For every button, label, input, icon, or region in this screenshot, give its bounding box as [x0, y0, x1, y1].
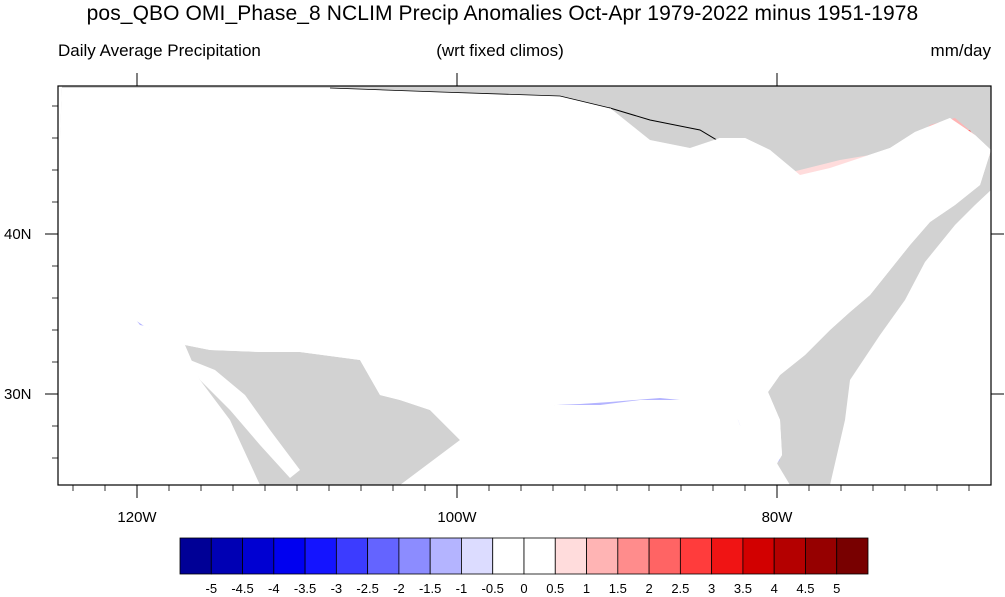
lat-label-40n: 40N — [4, 226, 32, 243]
colorbar-label: -3 — [331, 581, 343, 596]
colorbar-swatch — [679, 537, 713, 575]
colorbar-swatch — [429, 537, 462, 575]
colorbar-swatch — [711, 537, 744, 575]
colorbar-label: 0.5 — [546, 581, 564, 596]
colorbar-label: 1 — [583, 581, 590, 596]
colorbar-label: -2 — [393, 581, 405, 596]
colorbar-label: -0.5 — [482, 581, 504, 596]
lat-label-30n: 30N — [4, 386, 32, 403]
colorbar-swatch — [742, 537, 775, 575]
northern-border — [329, 87, 611, 109]
colorbar-label: -1 — [456, 581, 468, 596]
colorbar-label: -3.5 — [294, 581, 316, 596]
colorbar-swatch — [617, 537, 650, 575]
units-label: mm/day — [930, 41, 991, 60]
colorbar: -5 -4.5 -4 -3.5 -3 -2.5 -2 -1.5 -1 -0.5 0 0.5 1 1.5 2 2… — [179, 537, 869, 596]
colorbar-label: 1.5 — [609, 581, 627, 596]
colorbar-swatch — [273, 537, 306, 575]
colorbar-swatch — [179, 537, 212, 575]
lon-label-120w: 120W — [117, 509, 157, 526]
map-frame — [57, 85, 992, 486]
pacific-ocean — [58, 86, 260, 485]
colorbar-label: 5 — [833, 581, 840, 596]
colorbar-swatch — [523, 537, 556, 575]
atlantic-ocean — [830, 190, 991, 485]
colorbar-swatch — [367, 537, 400, 575]
colorbar-swatch — [836, 537, 869, 575]
colorbar-label: 0 — [520, 581, 527, 596]
colorbar-label: 2.5 — [671, 581, 689, 596]
colorbar-swatch — [586, 537, 619, 575]
colorbar-swatch — [492, 537, 525, 575]
colorbar-swatch — [398, 537, 431, 575]
colorbar-swatch — [554, 537, 587, 575]
colorbar-label: -1.5 — [419, 581, 441, 596]
colorbar-swatch — [242, 537, 275, 575]
colorbar-swatch — [648, 537, 681, 575]
colorbar-label: 3.5 — [734, 581, 752, 596]
gulf-of-california — [190, 360, 300, 478]
colorbar-swatch — [210, 537, 243, 575]
colorbar-label: -4.5 — [231, 581, 253, 596]
colorbar-label: 2 — [645, 581, 652, 596]
map-layer — [58, 86, 991, 485]
axis-ticks — [45, 73, 1004, 498]
lon-label-100w: 100W — [437, 509, 477, 526]
colorbar-label: -4 — [268, 581, 280, 596]
colorbar-swatch — [805, 537, 838, 575]
colorbar-label: 4 — [771, 581, 778, 596]
colorbar-label: 3 — [708, 581, 715, 596]
lon-label-80w: 80W — [762, 509, 794, 526]
colorbar-label: 4.5 — [796, 581, 814, 596]
center-subtitle: (wrt fixed climos) — [436, 41, 564, 60]
gulf-of-mexico — [400, 395, 790, 485]
colorbar-label: -2.5 — [356, 581, 378, 596]
colorbar-label: -5 — [205, 581, 217, 596]
left-subtitle: Daily Average Precipitation — [58, 41, 261, 60]
figure-title: pos_QBO OMI_Phase_8 NCLIM Precip Anomali… — [86, 2, 919, 25]
colorbar-swatch — [335, 537, 369, 575]
colorbar-swatch — [461, 537, 494, 575]
colorbar-swatch — [304, 537, 337, 575]
colorbar-swatch — [773, 537, 806, 575]
